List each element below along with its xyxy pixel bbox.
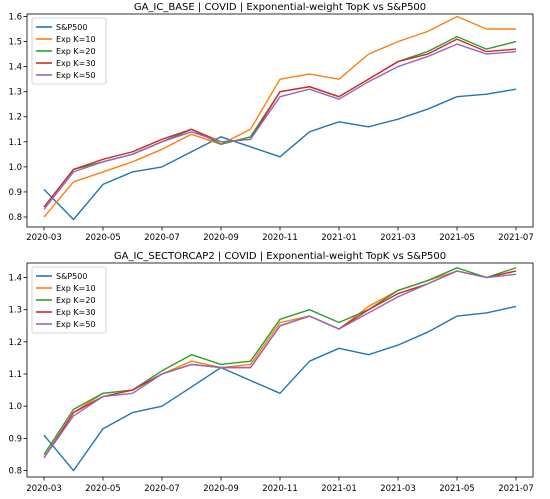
legend: S&P500 Exp K=10 Exp K=20 Exp K=30 Exp K=50: [31, 266, 107, 334]
legend-label-exp-k-20: Exp K=20: [56, 296, 96, 305]
legend-box: [31, 266, 107, 334]
series-line-s-p500: [43, 305, 517, 472]
legend-box: [31, 17, 107, 85]
x-tick-label: 2021-03: [380, 233, 416, 243]
x-tick-label: 2020-05: [85, 484, 121, 494]
x-tick-label: 2021-01: [321, 233, 357, 243]
x-tick-label: 2020-09: [203, 484, 239, 494]
y-tick-label: 1.4: [8, 63, 22, 73]
legend-label-exp-k-30: Exp K=30: [56, 59, 96, 68]
chart-ga-ic-sectorcap2: GA_IC_SECTORCAP2 | COVID | Exponential-w…: [8, 251, 533, 494]
series-line-exp-k-50: [43, 43, 517, 210]
x-tick-label: 2020-07: [144, 484, 180, 494]
y-tick-label: 1.6: [8, 13, 22, 23]
legend-label-s-p500: S&P500: [56, 23, 87, 32]
y-tick-label: 1.0: [8, 402, 22, 412]
legend-label-exp-k-50: Exp K=50: [56, 71, 96, 80]
series-line-exp-k-20: [43, 35, 517, 208]
x-tick-label: 2021-05: [439, 484, 475, 494]
y-tick-label: 1.0: [8, 163, 22, 173]
y-tick-label: 0.8: [8, 213, 22, 223]
series-line-exp-k-30: [43, 270, 517, 459]
legend-label-exp-k-30: Exp K=30: [56, 308, 96, 317]
y-tick-label: 1.3: [8, 88, 22, 98]
series-line-exp-k-30: [43, 38, 517, 208]
x-tick-label: 2020-03: [26, 233, 62, 243]
chart-title: GA_IC_BASE | COVID | Exponential-weight …: [134, 2, 426, 13]
y-tick-label: 1.1: [8, 138, 22, 148]
series-line-exp-k-10: [43, 270, 517, 459]
x-tick-label: 2020-07: [144, 233, 180, 243]
x-tick-label: 2020-05: [85, 233, 121, 243]
y-tick-label: 0.9: [8, 188, 22, 198]
y-tick-label: 1.2: [8, 338, 22, 348]
legend-label-exp-k-50: Exp K=50: [56, 320, 96, 329]
legend: S&P500 Exp K=10 Exp K=20 Exp K=30 Exp K=50: [31, 17, 107, 85]
y-tick-label: 1.3: [8, 306, 22, 316]
y-tick-label: 0.8: [8, 467, 22, 477]
series-line-exp-k-10: [43, 15, 516, 218]
y-tick-label: 1.1: [8, 370, 22, 380]
x-tick-label: 2021-03: [380, 484, 416, 494]
x-tick-label: 2021-05: [439, 233, 475, 243]
chart-ga-ic-base: GA_IC_BASE | COVID | Exponential-weight …: [8, 2, 533, 243]
series-line-s-p500: [43, 88, 517, 221]
x-tick-label: 2020-11: [262, 233, 298, 243]
y-tick-label: 0.9: [8, 434, 22, 444]
legend-label-exp-k-10: Exp K=10: [56, 35, 96, 44]
series-line-exp-k-20: [43, 267, 517, 455]
series-line-exp-k-50: [43, 270, 517, 459]
x-tick-label: 2021-01: [321, 484, 357, 494]
x-tick-label: 2020-03: [26, 484, 62, 494]
x-tick-label: 2021-07: [498, 484, 534, 494]
x-tick-label: 2020-09: [203, 233, 239, 243]
legend-label-s-p500: S&P500: [56, 272, 87, 281]
legend-label-exp-k-10: Exp K=10: [56, 284, 96, 293]
legend-label-exp-k-20: Exp K=20: [56, 47, 96, 56]
x-tick-label: 2021-07: [498, 233, 534, 243]
x-tick-label: 2020-11: [262, 484, 298, 494]
y-tick-label: 1.4: [8, 273, 22, 283]
chart-title: GA_IC_SECTORCAP2 | COVID | Exponential-w…: [114, 251, 446, 262]
y-tick-label: 1.2: [8, 113, 22, 123]
y-tick-label: 1.5: [8, 38, 22, 48]
